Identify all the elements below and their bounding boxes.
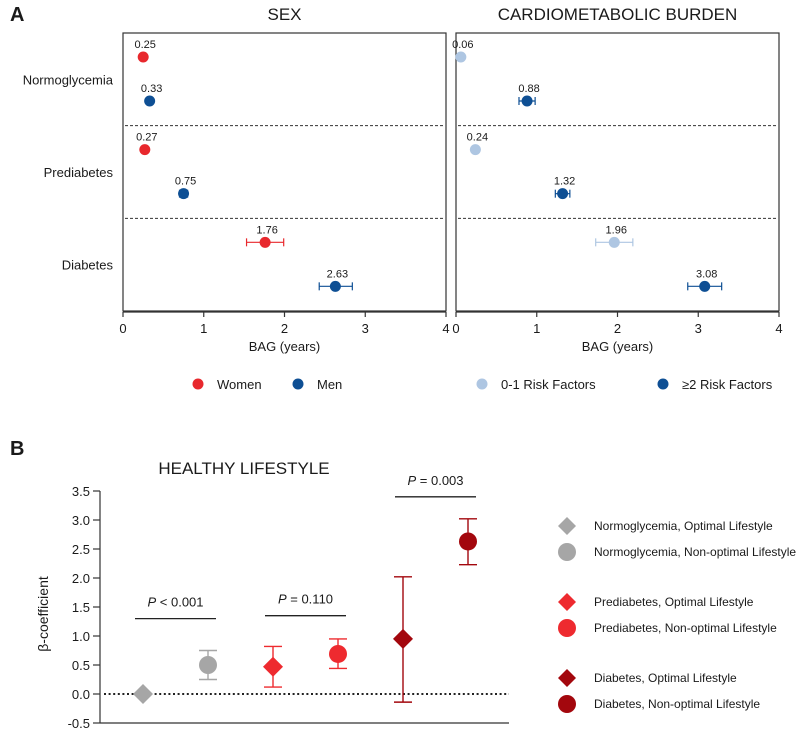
p-value-label: P = 0.003 [407,473,463,488]
p-value: < 0.001 [156,595,203,610]
data-point-circle [459,532,477,551]
data-point-circle [199,656,217,674]
legend-marker [476,378,488,390]
cardiometabolic-forest-plot: CARDIOMETABOLIC BURDEN 0 1 2 3 4 BAG (years) 0.… [452,5,782,392]
y-tick-label: 1.5 [72,600,90,615]
legend-label: 0-1 Risk Factors [501,377,596,392]
x-tick-label: 1 [200,321,207,336]
data-point [259,236,271,248]
panel-title: CARDIOMETABOLIC BURDEN [498,5,738,24]
p-value-label: P < 0.001 [147,595,203,610]
data-point [521,95,533,107]
x-tick-label: 4 [442,321,449,336]
data-label: 0.27 [136,132,157,144]
p-symbol: P [407,473,416,488]
data-label: 0.88 [518,83,539,95]
x-tick-label: 0 [119,321,126,336]
data-point-circle [329,644,347,663]
data-label: 0.75 [175,176,196,188]
x-axis-label: BAG (years) [582,339,654,354]
data-label: 1.96 [606,224,627,236]
y-tick-label: 2.0 [72,571,90,586]
legend-label: Diabetes, Optimal Lifestyle [594,671,737,685]
legend-marker-circle [558,619,576,637]
x-tick-label: 1 [533,321,540,336]
data-point-diamond [393,628,413,649]
legend-label: Normoglycemia, Optimal Lifestyle [594,519,773,533]
y-axis-label: β-coefficient [35,576,51,652]
data-label: 1.76 [256,224,277,236]
data-point-diamond [133,684,153,704]
data-label: 1.32 [554,176,575,188]
healthy-lifestyle-plot: HEALTHY LIFESTYLE 3.5 3.0 2.5 2.0 1.5 1.0 0.5 0.… [35,459,796,731]
legend-label: Prediabetes, Non-optimal Lifestyle [594,621,777,635]
p-value: = 0.110 [287,592,333,607]
panel-title: SEX [267,5,301,24]
y-tick-label: 2.5 [72,542,90,557]
data-point [178,188,190,200]
data-label: 2.63 [327,268,348,280]
y-tick-label: -0.5 [68,716,90,731]
data-label: 0.24 [467,132,488,144]
x-tick-label: 3 [362,321,369,336]
data-point [608,236,620,248]
x-tick-label: 4 [775,321,782,336]
legend-label: Diabetes, Non-optimal Lifestyle [594,697,760,711]
legend-marker-diamond [558,593,576,611]
legend-marker-circle [558,543,576,561]
x-tick-label: 0 [452,321,459,336]
data-point [699,280,711,292]
data-label: 3.08 [696,268,717,280]
legend-label: Prediabetes, Optimal Lifestyle [594,595,754,609]
panel-b-label: B [10,438,24,460]
y-tick-label: 0.0 [72,687,90,702]
legend-marker [657,378,669,390]
data-point [469,144,481,156]
data-point [137,51,149,63]
data-point [557,188,569,200]
data-point [144,95,156,107]
data-label: 0.06 [452,39,473,51]
data-point-diamond [263,656,283,677]
data-point [455,51,467,63]
x-tick-label: 3 [695,321,702,336]
legend-marker [192,378,204,390]
legend-marker [292,378,304,390]
panel-title: HEALTHY LIFESTYLE [158,459,329,478]
data-point [329,280,341,292]
data-label: 0.25 [134,39,155,51]
legend-label: Men [317,377,342,392]
y-tick-label: 3.5 [72,484,90,499]
plot-frame [455,32,780,312]
legend-marker-diamond [558,669,576,687]
y-tick-label: 0.5 [72,658,90,673]
data-point [139,144,151,156]
legend-label: Normoglycemia, Non-optimal Lifestyle [594,545,796,559]
y-tick-label: 1.0 [72,629,90,644]
legend-label: Women [217,377,262,392]
data-label: 0.33 [141,83,162,95]
p-value-label: P = 0.110 [278,592,333,607]
p-symbol: P [147,595,156,610]
legend-marker-circle [558,695,576,713]
x-tick-label: 2 [281,321,288,336]
group-label: Prediabetes [44,165,114,180]
plot-frame [122,32,447,312]
legend-label: ≥2 Risk Factors [682,377,773,392]
legend-marker-diamond [558,517,576,535]
group-label: Normoglycemia [23,72,114,87]
panel-a-label: A [10,4,24,26]
x-tick-label: 2 [614,321,621,336]
y-tick-label: 3.0 [72,513,90,528]
sex-forest-plot: SEX 0 1 2 3 4 BAG (years) Normoglycemia 0.25 0.33… [23,5,450,392]
p-symbol: P [278,592,287,607]
x-axis-label: BAG (years) [249,339,321,354]
group-label: Diabetes [62,258,114,273]
p-value: = 0.003 [416,473,463,488]
